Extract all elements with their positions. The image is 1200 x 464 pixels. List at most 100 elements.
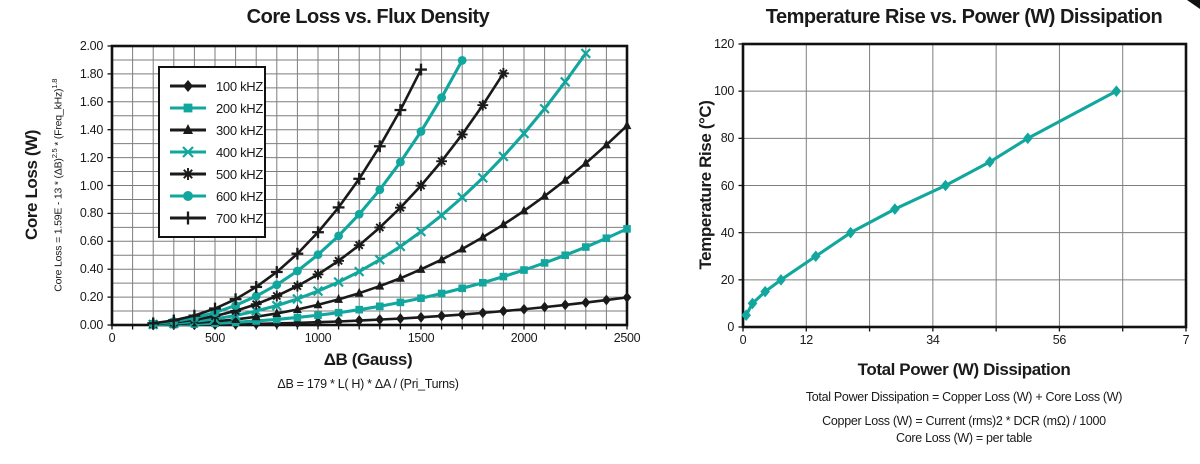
marker-diamond bbox=[313, 316, 323, 328]
x-tick-label: 0 bbox=[108, 331, 116, 345]
marker-asterisk bbox=[477, 99, 489, 111]
legend-label: 300 kHZ bbox=[216, 122, 264, 138]
marker-triangle bbox=[560, 174, 570, 184]
series-temperature-rise bbox=[741, 85, 1122, 322]
marker-diamond bbox=[560, 299, 570, 311]
marker-triangle bbox=[396, 272, 405, 282]
y-tick-label: 0.40 bbox=[79, 262, 103, 277]
marker-triangle bbox=[519, 205, 529, 215]
marker-square bbox=[314, 311, 322, 320]
marker-x bbox=[477, 172, 488, 184]
marker-triangle bbox=[437, 254, 446, 264]
formula-exponent: 2.5 bbox=[49, 148, 59, 159]
marker-circle bbox=[293, 266, 302, 276]
marker-diamond bbox=[457, 309, 467, 320]
marker-x bbox=[182, 146, 194, 158]
marker-square bbox=[499, 272, 508, 281]
marker-circle bbox=[354, 209, 364, 219]
marker-square bbox=[183, 103, 193, 113]
x-tick-label: 7 bbox=[1182, 333, 1190, 347]
marker-triangle bbox=[313, 299, 323, 309]
marker-asterisk bbox=[250, 298, 262, 310]
marker-square bbox=[582, 243, 590, 251]
series-300-kHZ bbox=[148, 120, 632, 329]
marker-asterisk bbox=[333, 255, 344, 267]
marker-triangle bbox=[540, 190, 549, 200]
marker-square bbox=[520, 266, 528, 274]
legend-label: 400 kHZ bbox=[216, 144, 264, 160]
series-line bbox=[151, 58, 464, 326]
left-x-axis-formula: ΔB = 179 * L( H) * ΔA / (Pri_Turns) bbox=[277, 377, 459, 391]
legend-label: 700 kHZ bbox=[216, 210, 264, 226]
marker-asterisk bbox=[415, 180, 427, 192]
marker-plus bbox=[332, 201, 345, 214]
marker-triangle bbox=[293, 304, 302, 314]
legend-item-500-kHZ: 500 kHZ bbox=[168, 163, 264, 185]
right-x-axis-title: Total Power (W) Dissipation bbox=[857, 360, 1071, 379]
marker-triangle bbox=[457, 243, 467, 253]
y-tick-label: 1.20 bbox=[79, 150, 103, 165]
legend-marker-triangle-icon bbox=[170, 124, 206, 134]
x-tick-label: 500 bbox=[205, 331, 225, 345]
marker-asterisk bbox=[271, 290, 283, 302]
marker-plus bbox=[394, 104, 407, 116]
legend-item-600-kHZ: 600 kHZ bbox=[168, 185, 264, 207]
y-tick-label: 100 bbox=[714, 84, 734, 99]
marker-triangle bbox=[183, 124, 193, 134]
marker-square bbox=[479, 278, 487, 287]
marker-diamond bbox=[622, 291, 632, 303]
marker-diamond bbox=[396, 313, 405, 324]
marker-plus bbox=[270, 266, 283, 278]
marker-x bbox=[354, 266, 365, 277]
right-y-axis-title: Temperature Rise (°C) bbox=[696, 100, 715, 270]
legend-label: 100 kHZ bbox=[216, 78, 264, 94]
marker-triangle bbox=[478, 231, 488, 241]
marker-diamond bbox=[540, 301, 549, 313]
marker-triangle bbox=[231, 314, 240, 323]
legend-marker-plus-icon bbox=[170, 211, 206, 225]
marker-diamond bbox=[890, 203, 900, 215]
marker-plus bbox=[373, 140, 386, 153]
legend-item-100-kHZ: 100 kHZ bbox=[168, 75, 264, 97]
marker-diamond bbox=[499, 305, 508, 317]
marker-diamond bbox=[437, 310, 446, 322]
marker-x bbox=[560, 76, 571, 88]
marker-asterisk bbox=[456, 129, 468, 140]
marker-diamond bbox=[940, 179, 951, 192]
marker-plus bbox=[181, 211, 195, 225]
marker-circle bbox=[231, 301, 241, 310]
marker-square bbox=[273, 315, 281, 324]
marker-diamond bbox=[334, 316, 343, 327]
marker-plus bbox=[250, 281, 263, 293]
marker-triangle bbox=[272, 308, 282, 317]
marker-square bbox=[623, 225, 631, 233]
y-tick-label: 1.00 bbox=[79, 178, 103, 193]
marker-plus bbox=[147, 317, 160, 330]
marker-triangle bbox=[251, 311, 261, 321]
marker-square bbox=[334, 308, 343, 317]
formula-exponent: 1.8 bbox=[49, 78, 59, 89]
x-tick-label: 34 bbox=[926, 333, 940, 347]
marker-triangle bbox=[581, 157, 591, 167]
axis-ticks bbox=[738, 43, 1187, 332]
formula-base: Core Loss = 1.59E - 13 * (ΔB) bbox=[52, 158, 65, 292]
marker-asterisk bbox=[353, 239, 365, 251]
marker-square bbox=[252, 317, 260, 325]
marker-triangle bbox=[334, 293, 343, 303]
marker-x bbox=[518, 128, 530, 139]
marker-x bbox=[333, 276, 344, 288]
marker-x bbox=[374, 254, 385, 265]
marker-diamond bbox=[810, 250, 821, 263]
marker-square bbox=[417, 294, 425, 303]
marker-circle bbox=[313, 250, 323, 260]
y-tick-label: 0.00 bbox=[79, 318, 103, 332]
marker-circle bbox=[396, 157, 405, 167]
marker-diamond bbox=[478, 307, 488, 319]
total-power-formula: Total Power Dissipation = Copper Loss (W… bbox=[805, 390, 1123, 404]
legend-marker-asterisk-icon bbox=[170, 168, 206, 180]
left-y-axis-title: Core Loss (W) bbox=[22, 129, 41, 241]
chart-0 bbox=[107, 44, 632, 331]
marker-asterisk bbox=[436, 155, 447, 167]
marker-x bbox=[415, 226, 427, 237]
